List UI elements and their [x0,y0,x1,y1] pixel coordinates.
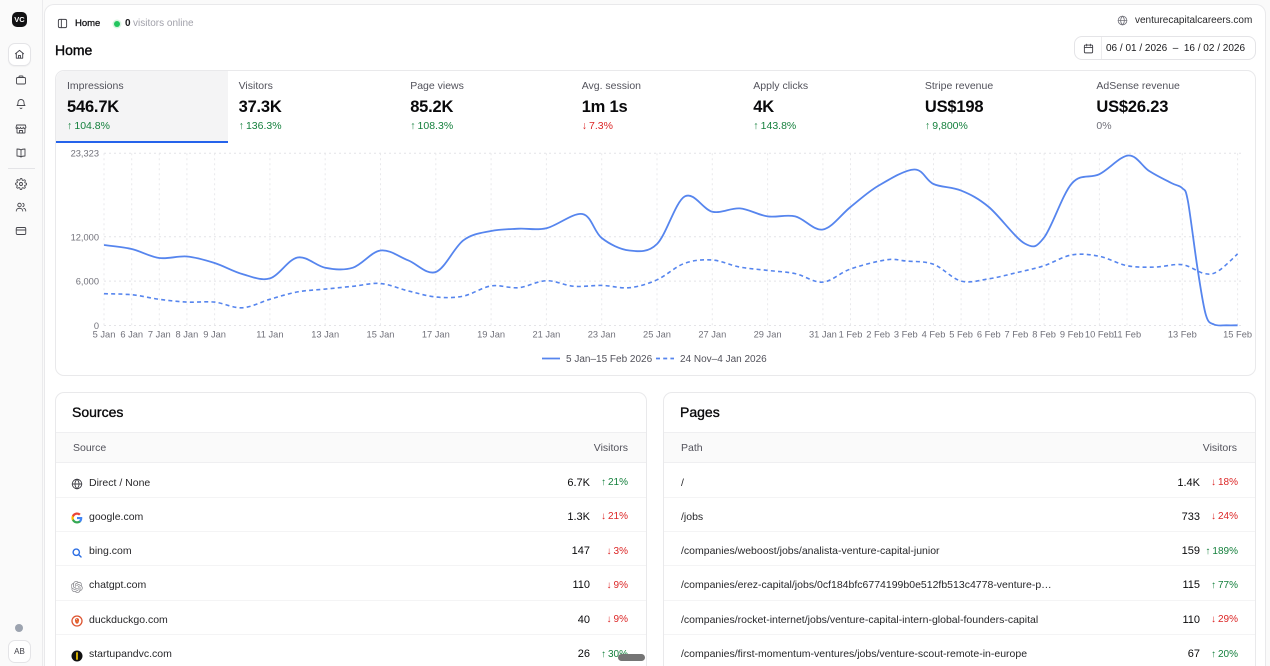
svg-text:17 Jan: 17 Jan [422,330,450,340]
svg-text:11 Jan: 11 Jan [256,330,283,340]
svg-text:15 Feb: 15 Feb [1223,330,1252,340]
svg-text:15 Jan: 15 Jan [367,330,395,340]
svg-text:19 Jan: 19 Jan [477,330,505,340]
svg-text:8 Feb: 8 Feb [1032,330,1056,340]
svg-text:5 Jan–15 Feb 2026: 5 Jan–15 Feb 2026 [566,354,653,365]
svg-text:29 Jan: 29 Jan [754,330,782,340]
svg-text:9 Jan: 9 Jan [203,330,226,340]
svg-text:7 Feb: 7 Feb [1005,330,1029,340]
svg-text:2 Feb: 2 Feb [866,330,890,340]
svg-text:23 Jan: 23 Jan [588,330,616,340]
svg-text:24 Nov–4 Jan 2026: 24 Nov–4 Jan 2026 [680,354,767,365]
svg-text:3 Feb: 3 Feb [894,330,918,340]
svg-text:25 Jan: 25 Jan [643,330,671,340]
svg-text:5 Jan: 5 Jan [93,330,116,340]
svg-text:6,000: 6,000 [76,277,99,287]
svg-text:12,000: 12,000 [71,232,99,242]
svg-text:27 Jan: 27 Jan [698,330,726,340]
svg-text:13 Jan: 13 Jan [311,330,339,340]
svg-text:11 Feb: 11 Feb [1113,330,1141,340]
svg-text:10 Feb: 10 Feb [1085,330,1114,340]
svg-text:23,323: 23,323 [71,149,99,159]
svg-text:5 Feb: 5 Feb [949,330,973,340]
svg-text:9 Feb: 9 Feb [1060,330,1084,340]
svg-text:13 Feb: 13 Feb [1168,330,1197,340]
svg-text:6 Feb: 6 Feb [977,330,1001,340]
svg-text:6 Jan: 6 Jan [120,330,143,340]
svg-text:7 Jan: 7 Jan [148,330,171,340]
svg-text:21 Jan: 21 Jan [532,330,560,340]
svg-text:4 Feb: 4 Feb [922,330,946,340]
svg-text:0: 0 [94,321,99,331]
svg-text:31 Jan: 31 Jan [809,330,837,340]
svg-text:8 Jan: 8 Jan [176,330,199,340]
svg-text:1 Feb: 1 Feb [839,330,863,340]
